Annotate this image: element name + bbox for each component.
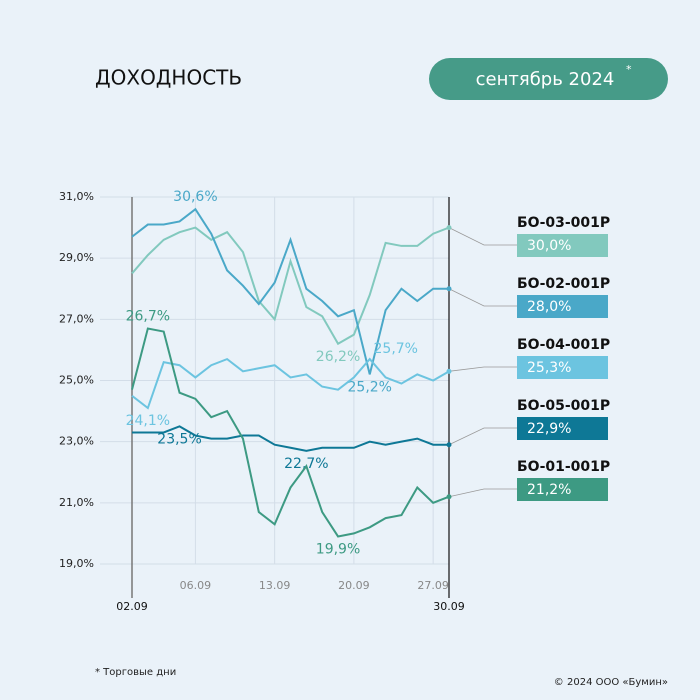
period: сентябрь 2024	[476, 69, 615, 90]
end-point	[446, 286, 452, 292]
legend-name: БО-04-001Р	[517, 337, 610, 353]
legend-name: БО-05-001Р	[517, 398, 610, 414]
legend-connector	[448, 288, 517, 307]
x-tick-label: 27.09	[417, 579, 449, 592]
series-line	[131, 357, 450, 410]
period-badge	[429, 58, 668, 100]
series-line	[131, 207, 449, 375]
x-tick-label: 30.09	[433, 600, 465, 613]
y-tick-label: 29,0%	[59, 251, 94, 264]
legend-connector	[448, 427, 517, 446]
value-label: 26,7%	[126, 309, 170, 325]
legend-connector	[448, 227, 517, 246]
y-tick-label: 27,0%	[59, 312, 94, 325]
legend-value: 28,0%	[527, 299, 571, 315]
copyright: © 2024 ООО «Бумин»	[554, 677, 668, 688]
value-label: 24,1%	[126, 413, 170, 429]
footnote: * Торговые дни	[95, 667, 176, 678]
end-point	[446, 225, 452, 231]
series-line	[131, 327, 450, 538]
value-label: 22,7%	[284, 456, 328, 472]
y-tick-label: 23,0%	[59, 435, 94, 448]
value-label: 30,6%	[173, 189, 217, 205]
legend-value-box	[517, 234, 608, 257]
legend-value-box	[517, 356, 608, 379]
value-label: 25,2%	[348, 379, 392, 395]
legend-connector	[448, 366, 517, 372]
legend-name: БО-02-001Р	[517, 276, 610, 292]
end-point	[446, 494, 452, 500]
x-tick-label: 13.09	[259, 579, 291, 592]
y-tick-label: 31,0%	[59, 190, 94, 203]
value-label: 19,9%	[316, 541, 360, 557]
y-tick-label: 19,0%	[59, 557, 94, 570]
series-line	[131, 226, 450, 346]
series-line	[132, 425, 449, 452]
legend-value-box	[517, 417, 608, 440]
legend-value: 30,0%	[527, 238, 571, 254]
legend-connector	[448, 488, 517, 498]
legend-value: 25,3%	[527, 360, 571, 376]
period-mark: *	[626, 63, 632, 76]
end-point	[446, 368, 452, 374]
value-label: 23,5%	[157, 431, 201, 447]
x-tick-label: 20.09	[338, 579, 370, 592]
y-tick-label: 21,0%	[59, 496, 94, 509]
y-tick-label: 25,0%	[59, 374, 94, 387]
legend-name: БО-01-001Р	[517, 459, 610, 475]
legend-value: 22,9%	[527, 421, 571, 437]
x-tick-label: 02.09	[116, 600, 148, 613]
end-point	[446, 442, 452, 448]
chart-title: ДОХОДНОСТЬ	[95, 66, 242, 90]
value-label: 25,7%	[374, 341, 418, 357]
legend-value-box	[517, 295, 608, 318]
value-label: 26,2%	[316, 349, 360, 365]
legend-value: 21,2%	[527, 482, 571, 498]
legend-value-box	[517, 478, 608, 501]
x-tick-label: 06.09	[180, 579, 212, 592]
legend-name: БО-03-001Р	[517, 215, 610, 231]
